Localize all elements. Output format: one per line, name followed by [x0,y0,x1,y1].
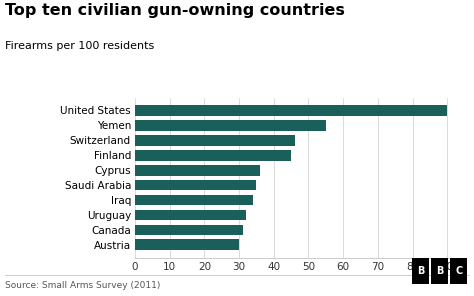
Bar [135,225,243,235]
Bar [135,239,239,250]
Bar [135,105,447,116]
Text: Source: Small Arms Survey (2011): Source: Small Arms Survey (2011) [5,281,160,290]
Bar [135,120,326,131]
Bar [135,150,291,160]
Text: Top ten civilian gun-owning countries: Top ten civilian gun-owning countries [5,3,345,18]
Bar [135,165,260,176]
Bar [135,180,256,190]
Text: C: C [455,266,463,276]
Text: B: B [436,266,444,276]
Bar [135,210,246,220]
Text: B: B [417,266,425,276]
Text: Firearms per 100 residents: Firearms per 100 residents [5,41,154,52]
Bar [135,195,253,205]
Bar [135,135,295,146]
